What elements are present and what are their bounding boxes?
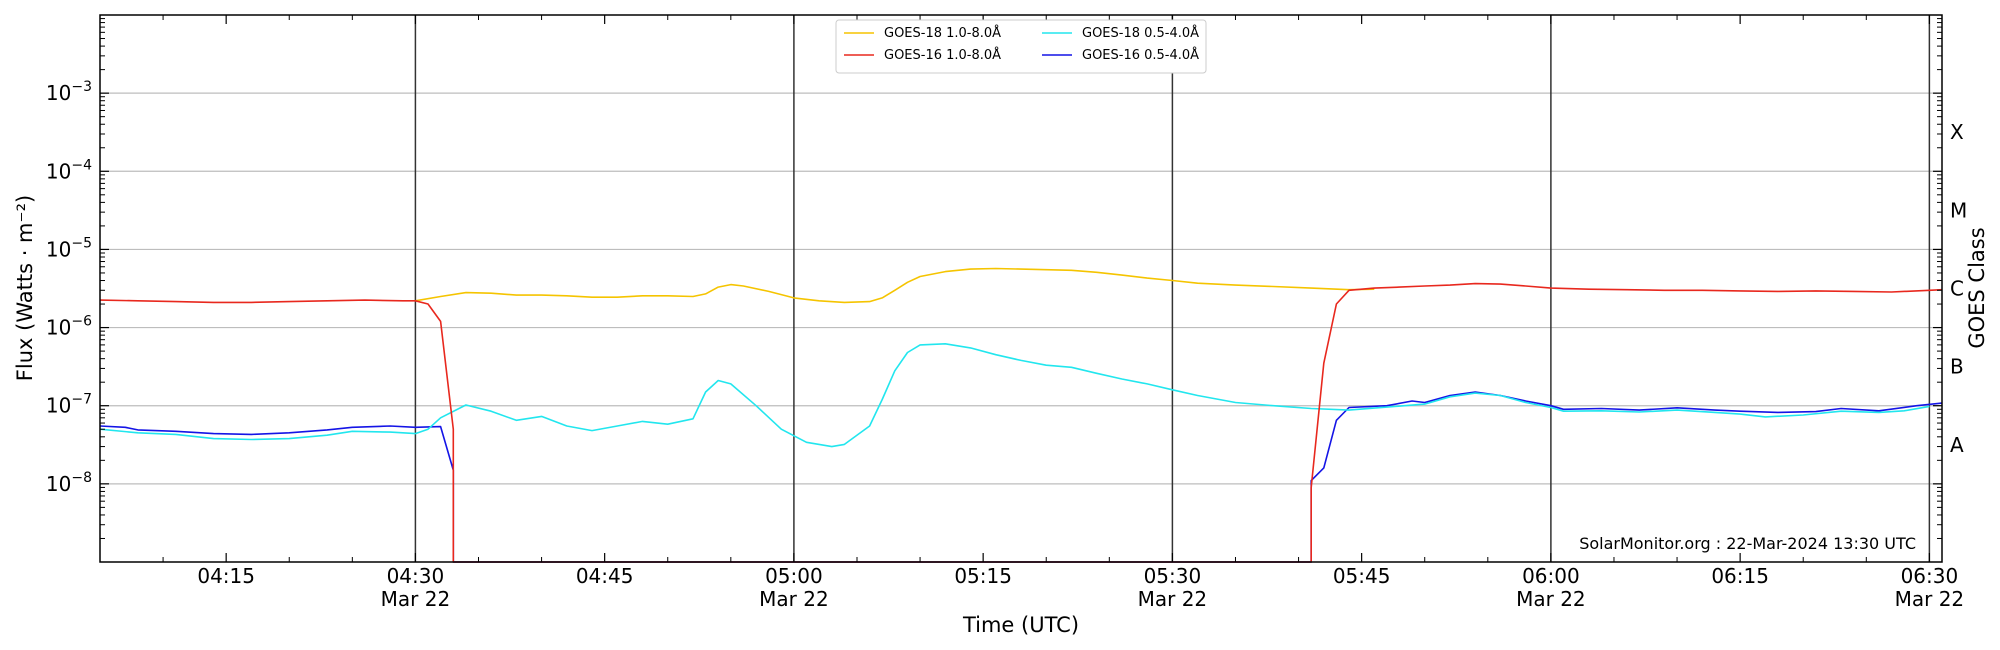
x-tick-label-8: 06:15 <box>1711 564 1769 588</box>
credit-text: SolarMonitor.org : 22-Mar-2024 13:30 UTC <box>1579 534 1916 553</box>
legend-label-2: GOES-18 0.5-4.0Å <box>1082 25 1199 41</box>
x-tick-label-6: 05:45 <box>1333 564 1391 588</box>
goes-class-label-a: A <box>1950 433 1964 457</box>
x-tick-label-4: 05:15 <box>954 564 1012 588</box>
y-axis-title: Flux (Watts · m⁻²) <box>13 195 37 381</box>
legend: GOES-18 1.0-8.0Å GOES-16 1.0-8.0Å GOES-18 … <box>835 19 1207 74</box>
goes-class-label-m: M <box>1950 198 1967 222</box>
legend-box <box>835 19 1207 74</box>
x-tick-label-5: 05:30 <box>1144 564 1202 588</box>
x-tick-label-3: 05:00 <box>765 564 823 588</box>
legend-label-1: GOES-16 1.0-8.0Å <box>884 47 1001 63</box>
goes-class-label-x: X <box>1950 120 1964 144</box>
x-date-label-1: Mar 22 <box>381 587 451 611</box>
data-series <box>99 267 1943 563</box>
x-date-label-5: Mar 22 <box>1138 587 1208 611</box>
x-tick-label-2: 04:45 <box>576 564 634 588</box>
x-date-label-3: Mar 22 <box>759 587 829 611</box>
x-tick-label-0: 04:15 <box>197 564 255 588</box>
x-tick-label-1: 04:30 <box>387 564 445 588</box>
goes-class-label-b: B <box>1950 355 1964 379</box>
plot-frame <box>99 14 1943 563</box>
series-line-3 <box>99 391 1943 563</box>
right-axis-title: GOES Class <box>1965 227 1989 348</box>
x-date-label-7: Mar 22 <box>1516 587 1586 611</box>
y-tick-label-3: 10−6 <box>46 314 92 340</box>
series-line-2 <box>99 343 1930 448</box>
series-line-1 <box>99 282 1943 563</box>
legend-label-3: GOES-16 0.5-4.0Å <box>1082 47 1199 63</box>
gridlines <box>100 92 1942 485</box>
legend-label-0: GOES-18 1.0-8.0Å <box>884 25 1001 41</box>
series-line-0 <box>415 267 1375 304</box>
x-date-label-9: Mar 22 <box>1895 587 1965 611</box>
x-axis-title: Time (UTC) <box>962 613 1079 637</box>
x-tick-label-9: 06:30 <box>1901 564 1959 588</box>
x-tick-label-7: 06:00 <box>1522 564 1580 588</box>
goes-class-label-c: C <box>1950 277 1964 301</box>
